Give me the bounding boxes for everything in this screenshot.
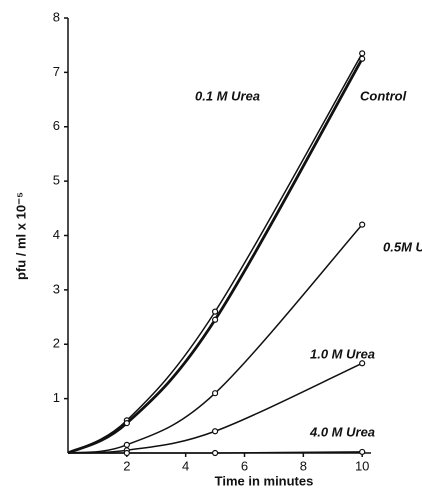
series-line [67, 52, 363, 454]
x-axis-label: Time in minutes [215, 473, 314, 488]
series-line [67, 58, 364, 455]
x-tick-label: 10 [355, 458, 369, 473]
series-label: 0.1 M Urea [195, 88, 260, 103]
series-label: 0.5M Urea [383, 239, 422, 254]
y-axis-label: pfu / ml x 10⁻⁵ [13, 192, 28, 280]
series-label: Control [360, 88, 407, 103]
point-marker [211, 428, 219, 435]
point-marker [359, 55, 366, 62]
y-tick-label: 5 [53, 173, 60, 188]
series-label: 4.0 M Urea [309, 424, 375, 439]
point-marker [359, 221, 366, 228]
y-tick-label: 4 [53, 227, 60, 242]
y-tick-label: 7 [53, 64, 60, 79]
point-marker [211, 390, 219, 397]
x-tick-label: 2 [123, 458, 130, 473]
y-tick-label: 3 [53, 281, 60, 296]
series-label: 1.0 M Urea [310, 346, 375, 361]
point-marker [359, 448, 366, 456]
point-marker [359, 360, 366, 367]
point-marker [211, 316, 219, 323]
x-tick-label: 8 [300, 458, 307, 473]
series-line [68, 451, 363, 454]
y-tick-label: 2 [53, 336, 60, 351]
series-line [67, 224, 363, 454]
series-line [67, 362, 363, 454]
point-marker [123, 449, 130, 457]
y-tick-label: 1 [53, 390, 60, 405]
y-tick-label: 6 [53, 118, 60, 133]
x-tick-label: 4 [182, 458, 189, 473]
point-marker [359, 50, 366, 57]
point-marker [211, 308, 219, 315]
y-tick-label: 8 [53, 9, 60, 24]
x-tick-label: 6 [241, 458, 248, 473]
point-marker [123, 419, 130, 427]
point-marker [123, 441, 130, 448]
point-marker [211, 449, 219, 457]
